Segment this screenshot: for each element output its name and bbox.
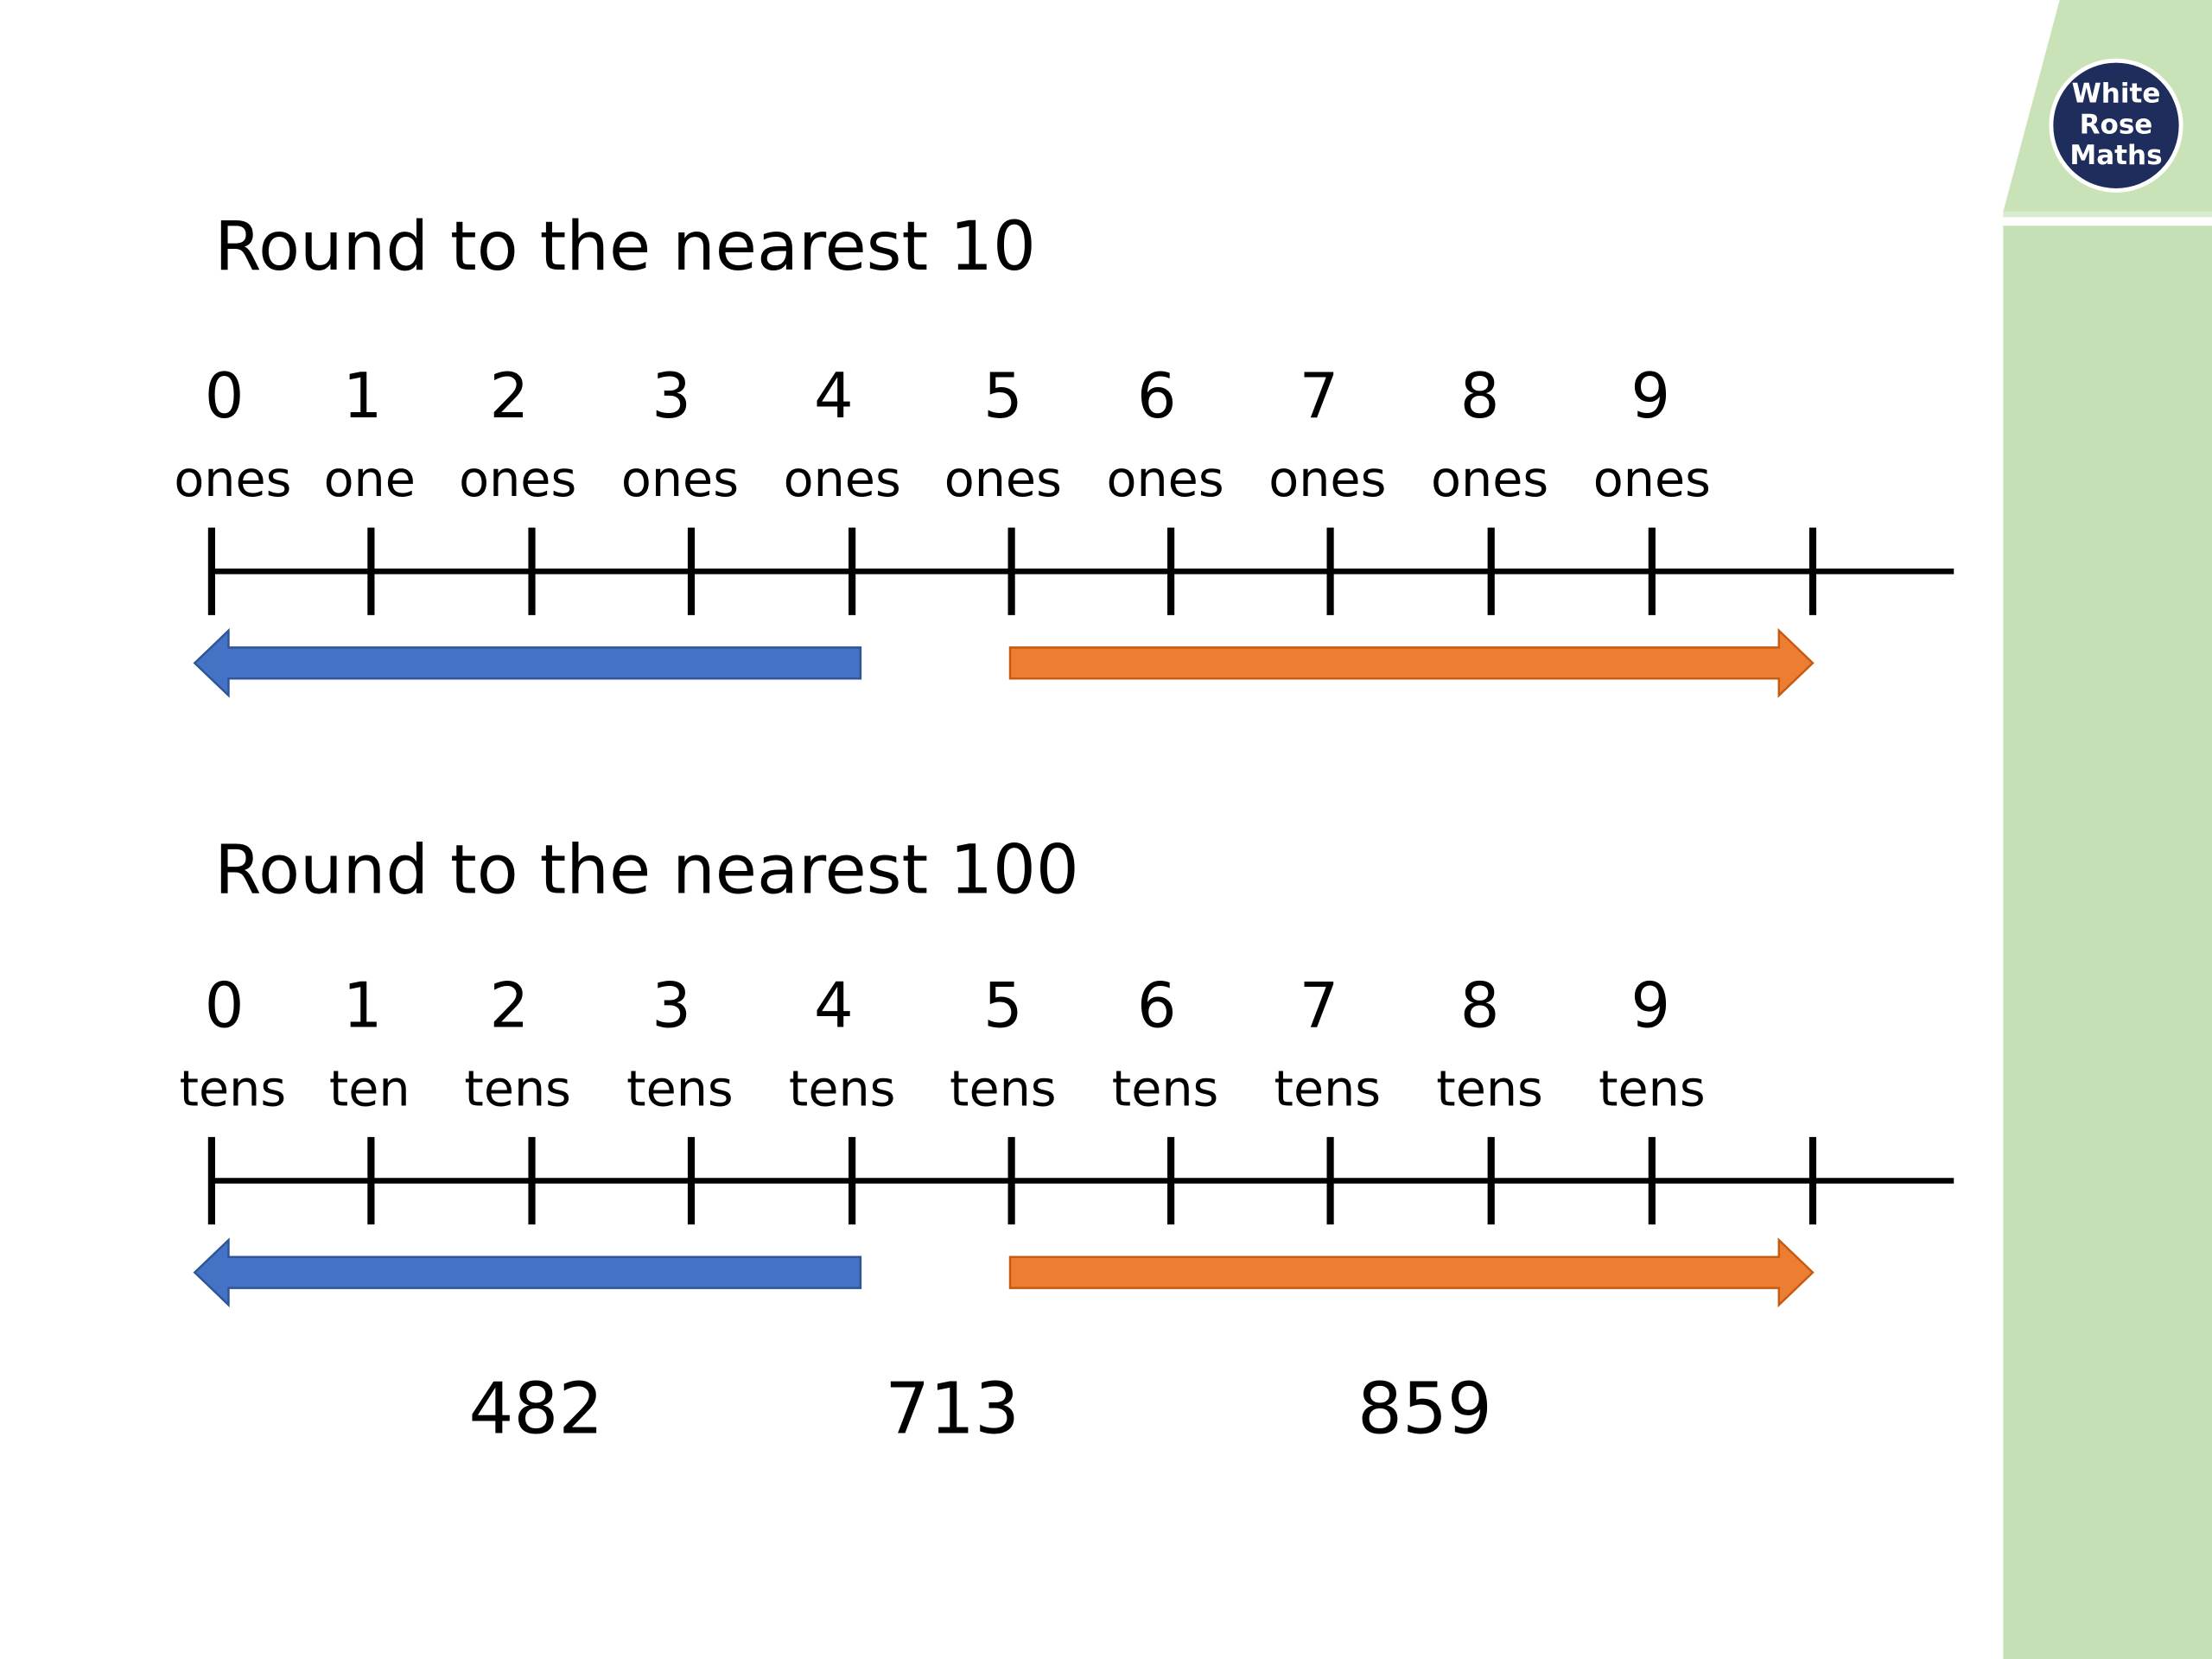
tick-number: 4 bbox=[814, 359, 854, 432]
section-title: Round to the nearest 100 bbox=[214, 831, 1079, 910]
number-to-round: 713 bbox=[885, 1368, 1020, 1450]
tick-number: 6 bbox=[1137, 969, 1177, 1041]
tick-word: ones bbox=[1593, 451, 1711, 508]
tick-word: tens bbox=[789, 1060, 896, 1117]
tick-word: tens bbox=[464, 1060, 571, 1117]
number-to-round: 859 bbox=[1357, 1368, 1492, 1450]
tick-word: ten bbox=[329, 1060, 410, 1117]
tick-word: ones bbox=[1268, 451, 1386, 508]
tick-number: 7 bbox=[1300, 359, 1339, 432]
tick-number: 2 bbox=[490, 969, 530, 1041]
tick-word: tens bbox=[1112, 1060, 1219, 1117]
tick-number: 5 bbox=[983, 969, 1023, 1041]
tick-number: 0 bbox=[205, 359, 245, 432]
tick-word: tens bbox=[180, 1060, 287, 1117]
tick-word: ones bbox=[174, 451, 291, 508]
tick-word: ones bbox=[621, 451, 739, 508]
arrow-right bbox=[1008, 627, 1815, 698]
tick-word: tens bbox=[1274, 1060, 1382, 1117]
tick-word: one bbox=[324, 451, 416, 508]
tick-word: ones bbox=[1431, 451, 1548, 508]
tick-number: 8 bbox=[1460, 359, 1500, 432]
tick-number: 4 bbox=[814, 969, 854, 1041]
tick-word: tens bbox=[950, 1060, 1057, 1117]
tick-number: 1 bbox=[343, 969, 383, 1041]
tick-word: ones bbox=[944, 451, 1062, 508]
tick-word: tens bbox=[1599, 1060, 1706, 1117]
logo-text: Maths bbox=[2069, 140, 2162, 171]
tick-word: ones bbox=[459, 451, 576, 508]
tick-number: 6 bbox=[1137, 359, 1177, 432]
arrow-right bbox=[1008, 1237, 1815, 1308]
tick-number: 3 bbox=[652, 359, 691, 432]
logo-text: White bbox=[2072, 78, 2161, 109]
tick-word: tens bbox=[1436, 1060, 1543, 1117]
section-title: Round to the nearest 10 bbox=[214, 207, 1036, 286]
number-to-round: 482 bbox=[469, 1368, 604, 1450]
arrow-left bbox=[193, 627, 862, 698]
tick-number: 0 bbox=[205, 969, 245, 1041]
tick-number: 9 bbox=[1630, 969, 1670, 1041]
sidebar bbox=[2003, 226, 2212, 1659]
tick-word: ones bbox=[784, 451, 901, 508]
tick-number: 3 bbox=[652, 969, 691, 1041]
tick-number: 5 bbox=[983, 359, 1023, 432]
tick-number: 9 bbox=[1630, 359, 1670, 432]
tick-number: 7 bbox=[1300, 969, 1339, 1041]
tick-word: tens bbox=[626, 1060, 734, 1117]
arrow-left bbox=[193, 1237, 862, 1308]
tick-number: 8 bbox=[1460, 969, 1500, 1041]
logo-badge bbox=[2049, 58, 2183, 193]
tick-word: ones bbox=[1107, 451, 1224, 508]
tick-number: 2 bbox=[490, 359, 530, 432]
logo-text: Rose bbox=[2080, 109, 2153, 140]
tick-number: 1 bbox=[343, 359, 383, 432]
